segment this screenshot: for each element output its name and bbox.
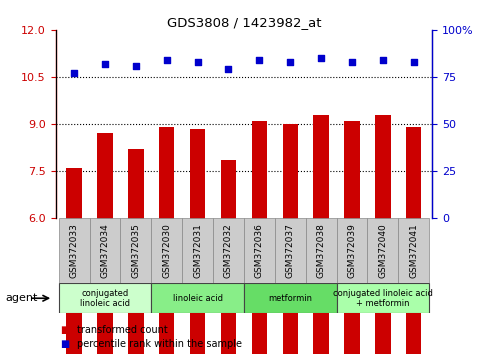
- Point: [256, 57, 263, 63]
- Bar: [151, 218, 182, 283]
- Point: [70, 70, 78, 76]
- Bar: [182, 218, 213, 283]
- Title: GDS3808 / 1423982_at: GDS3808 / 1423982_at: [167, 16, 321, 29]
- Bar: [97, 133, 113, 354]
- Bar: [283, 124, 298, 354]
- Point: [194, 59, 201, 65]
- Text: GSM372041: GSM372041: [409, 223, 418, 278]
- Text: conjugated
linoleic acid: conjugated linoleic acid: [80, 289, 130, 308]
- Point: [163, 57, 170, 63]
- Text: ■: ■: [60, 339, 70, 349]
- Text: GSM372035: GSM372035: [131, 223, 141, 278]
- Bar: [375, 115, 391, 354]
- Point: [101, 61, 109, 67]
- Text: GSM372031: GSM372031: [193, 223, 202, 278]
- Text: GSM372039: GSM372039: [347, 223, 356, 278]
- Text: conjugated linoleic acid
+ metformin: conjugated linoleic acid + metformin: [333, 289, 433, 308]
- Bar: [58, 283, 151, 313]
- Text: linoleic acid: linoleic acid: [172, 294, 223, 303]
- Bar: [58, 218, 89, 283]
- Bar: [66, 168, 82, 354]
- Bar: [337, 283, 429, 313]
- Text: GSM372034: GSM372034: [100, 223, 110, 278]
- Bar: [159, 127, 174, 354]
- Bar: [368, 218, 398, 283]
- Text: GSM372032: GSM372032: [224, 223, 233, 278]
- Bar: [275, 218, 306, 283]
- Bar: [398, 218, 429, 283]
- Bar: [128, 149, 143, 354]
- Bar: [190, 129, 205, 354]
- Bar: [213, 218, 244, 283]
- Text: transformed count: transformed count: [77, 325, 168, 335]
- Bar: [344, 121, 360, 354]
- Point: [286, 59, 294, 65]
- Text: percentile rank within the sample: percentile rank within the sample: [77, 339, 242, 349]
- Point: [317, 55, 325, 61]
- Point: [225, 67, 232, 72]
- Text: ■: ■: [60, 325, 70, 335]
- Point: [132, 63, 140, 69]
- Text: GSM372033: GSM372033: [70, 223, 79, 278]
- Point: [410, 59, 418, 65]
- Bar: [406, 127, 422, 354]
- Bar: [244, 283, 337, 313]
- Bar: [244, 218, 275, 283]
- Bar: [120, 218, 151, 283]
- Bar: [151, 283, 244, 313]
- Point: [348, 59, 356, 65]
- Text: GSM372036: GSM372036: [255, 223, 264, 278]
- Bar: [252, 121, 267, 354]
- Text: GSM372040: GSM372040: [378, 223, 387, 278]
- Text: GSM372038: GSM372038: [317, 223, 326, 278]
- Text: GSM372037: GSM372037: [286, 223, 295, 278]
- Text: metformin: metformin: [268, 294, 312, 303]
- Point: [379, 57, 387, 63]
- Bar: [313, 115, 329, 354]
- Text: agent: agent: [6, 293, 38, 303]
- Text: GSM372030: GSM372030: [162, 223, 171, 278]
- Bar: [221, 160, 236, 354]
- Bar: [306, 218, 337, 283]
- Bar: [89, 218, 120, 283]
- Bar: [337, 218, 368, 283]
